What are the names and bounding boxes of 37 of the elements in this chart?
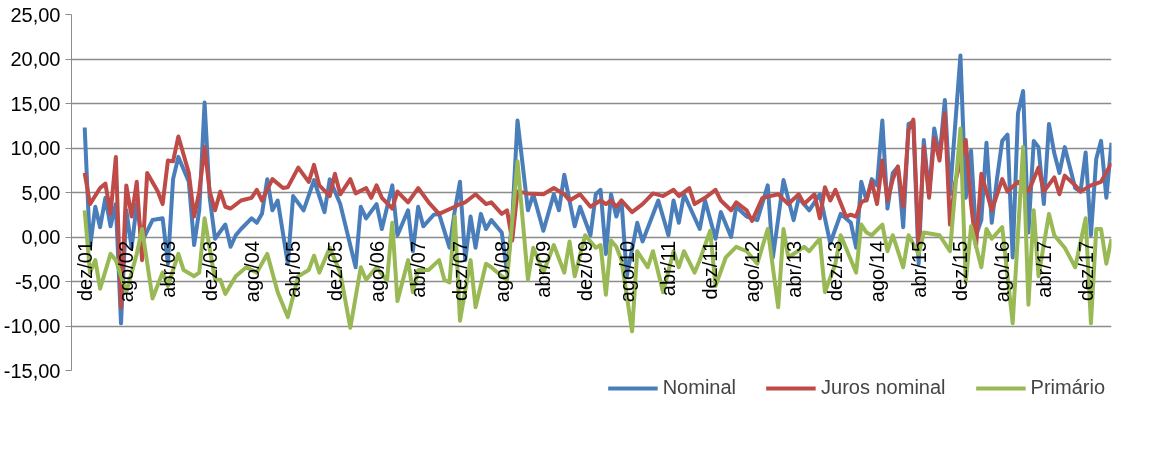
x-tick-label: ago/08 [490,241,513,303]
legend-label: Nominal [662,376,737,399]
x-tick-label: ago/16 [991,241,1014,303]
x-tick-label: dez/11 [699,240,722,300]
x-tick-label: dez/13 [824,240,847,302]
x-tick-label: ago/06 [365,241,388,303]
y-tick-label: -15,00 [3,359,61,382]
x-tick-label: dez/15 [949,240,972,302]
y-tick-label: 10,00 [10,137,61,159]
y-tick-label: -10,00 [3,315,61,337]
x-tick-label: ago/12 [740,241,763,303]
y-tick-label: 0,00 [21,226,61,248]
x-tick-label: dez/07 [448,240,471,302]
legend-label: Juros nominal [821,376,946,399]
y-tick-label: 20,00 [10,48,61,70]
x-tick-label: ago/02 [115,241,138,303]
x-tick-label: dez/01 [73,240,96,302]
x-tick-label: dez/09 [574,240,597,302]
x-tick-label: abr/13 [782,240,805,298]
legend-label: Primário [1030,376,1105,399]
x-tick-label: abr/17 [1032,240,1055,298]
x-tick-label: ago/04 [240,241,263,303]
y-tick-label: 25,00 [10,3,61,26]
x-tick-label: abr/11 [657,240,680,297]
y-tick-label: 5,00 [21,181,61,204]
x-tick-label: abr/07 [407,240,430,298]
y-tick-label: 15,00 [10,92,61,115]
x-tick-label: ago/14 [866,241,889,303]
x-tick-label: ago/10 [615,241,638,303]
x-tick-label: dez/05 [323,240,346,302]
x-tick-label: abr/15 [907,240,930,298]
x-tick-label: abr/03 [156,240,179,298]
x-tick-label: abr/09 [532,240,555,298]
x-tick-label: dez/03 [198,240,221,302]
x-tick-label: dez/17 [1074,240,1097,302]
x-tick-label: abr/05 [282,240,305,298]
y-tick-label: -5,00 [14,270,61,293]
